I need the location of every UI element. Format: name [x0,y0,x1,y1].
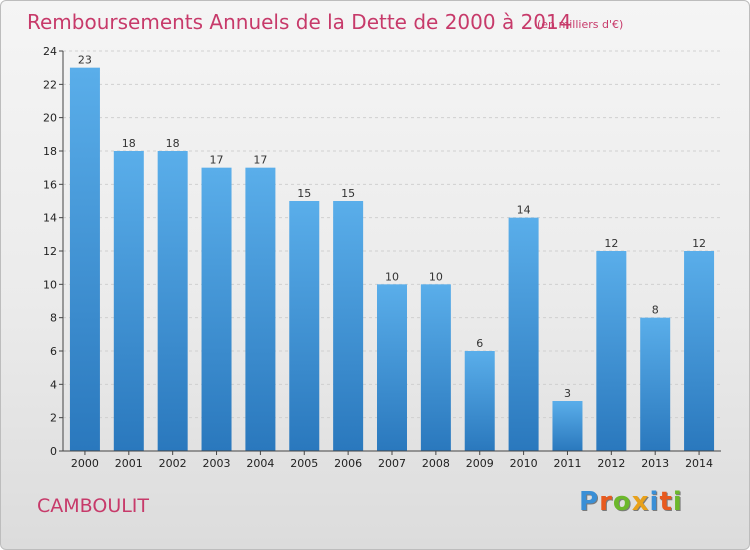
bar [552,401,583,451]
data-label: 10 [429,270,443,283]
data-label: 17 [253,154,267,167]
bar [69,67,100,452]
x-tick-label: 2000 [71,457,99,470]
y-tick-label: 18 [43,145,57,158]
bar [377,284,407,451]
bar [464,351,495,451]
chart-title: Remboursements Annuels de la Dette de 20… [27,10,571,34]
y-tick-label: 14 [43,212,57,225]
x-tick-label: 2012 [597,457,625,470]
data-label: 18 [166,137,180,150]
x-tick-label: 2003 [203,457,231,470]
proxiti-logo[interactable]: Proxiti [579,487,683,517]
x-tick-label: 2014 [685,457,713,470]
x-tick-label: 2009 [466,457,494,470]
data-label: 18 [122,137,136,150]
bar [113,151,144,451]
data-label: 15 [297,187,311,200]
data-label: 17 [210,154,224,167]
y-tick-label: 2 [50,412,57,425]
data-label: 12 [604,237,618,250]
bar [245,167,276,451]
x-tick-label: 2007 [378,457,406,470]
bar [333,201,364,451]
x-tick-label: 2011 [553,457,581,470]
y-tick-label: 6 [50,345,57,358]
x-tick-label: 2013 [641,457,669,470]
logo-letter: i [672,487,683,517]
x-tick-label: 2002 [159,457,187,470]
data-label: 15 [341,187,355,200]
bar [508,217,539,451]
bar [596,251,627,451]
bar [201,167,232,451]
x-tick-label: 2001 [115,457,143,470]
bar [157,151,188,451]
logo-letter: P [579,487,600,517]
logo-letter: i [649,487,660,517]
y-tick-label: 0 [50,445,57,458]
logo-letter: t [659,487,673,517]
bar [420,284,451,451]
y-tick-label: 12 [43,245,57,258]
bars-group: 23 18 18 17 17 15 15 10 10 6 14 3 12 8 12 [69,54,715,452]
y-tick-label: 4 [50,378,57,391]
y-tick-label: 24 [43,45,57,58]
data-label: 14 [517,204,531,217]
commune-name: CAMBOULIT [37,495,150,517]
data-label: 23 [78,54,92,67]
logo-letter: r [599,487,613,517]
data-label: 6 [476,337,483,350]
y-tick-label: 20 [43,112,57,125]
y-tick-label: 22 [43,78,57,91]
data-label: 12 [692,237,706,250]
x-tick-label: 2010 [510,457,538,470]
data-label: 8 [652,304,659,317]
x-tick-label: 2005 [290,457,318,470]
logo-letter: x [631,487,650,517]
x-tick-label: 2006 [334,457,362,470]
data-label: 10 [385,270,399,283]
y-tick-label: 16 [43,178,57,191]
chart-unit: (en milliers d'€) [537,18,623,31]
y-tick-label: 10 [43,278,57,291]
x-tick-label: 2008 [422,457,450,470]
bar [289,201,320,451]
x-tick-label: 2004 [246,457,274,470]
data-label: 3 [564,387,571,400]
bar [684,251,715,451]
y-tick-label: 8 [50,312,57,325]
logo-letter: o [612,487,632,517]
bar [640,317,671,451]
